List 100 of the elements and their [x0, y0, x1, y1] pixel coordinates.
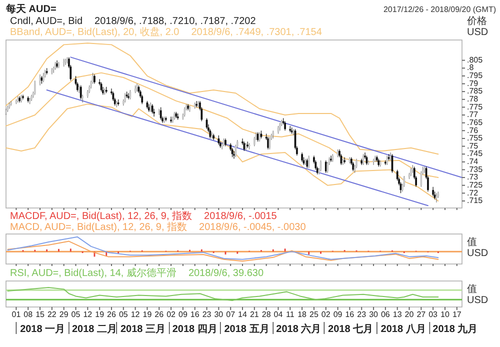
y-axis-title: 价格 USD — [466, 15, 488, 38]
candlestick — [184, 106, 186, 117]
candlestick — [22, 94, 24, 100]
candlestick — [150, 102, 152, 112]
candlestick — [64, 58, 66, 66]
candlestick — [386, 155, 388, 166]
candlestick — [279, 122, 281, 131]
y-tick-label: .735 — [467, 164, 484, 174]
candlestick — [301, 152, 303, 162]
y-tick-label: .78 — [467, 94, 479, 104]
x-tick-label: 12 — [83, 310, 93, 319]
candlestick — [34, 80, 36, 95]
x-tick-label: 03 — [428, 310, 438, 319]
candlestick — [267, 136, 269, 150]
y-tick-label: .785 — [467, 86, 484, 96]
text: 2018 八月 — [380, 323, 426, 335]
candlestick — [128, 92, 130, 100]
x-tick-label: 09 — [333, 310, 343, 319]
x-tick-label: 26 — [154, 310, 164, 319]
x-tick-label: 06 — [380, 310, 390, 319]
text: 2018 七月 — [328, 323, 374, 335]
y-tick-label: .76 — [467, 126, 479, 135]
x-tick-label: 28 — [262, 310, 272, 319]
candlestick — [424, 166, 426, 174]
y-axis-title: 值 USD — [467, 284, 488, 306]
y-tick-label: .805 — [467, 55, 484, 64]
text: Cndl, AUD=, Bid — [10, 16, 83, 27]
y-tick-label: .795 — [467, 71, 484, 80]
candlestick — [284, 120, 286, 131]
x-tick-label: 20 — [404, 310, 414, 319]
candlestick — [42, 72, 44, 82]
x-tick-label: 14 — [238, 310, 248, 319]
text: 2018 四月 — [172, 324, 218, 335]
candlestick — [151, 104, 154, 114]
x-tick-label: 22 — [47, 310, 57, 319]
y-tick-label: .8 — [467, 63, 474, 72]
x-tick-label: 19 — [142, 310, 152, 319]
x-tick-label: 16 — [190, 310, 200, 319]
y-tick-label: .765 — [467, 118, 484, 127]
text: 2018 一月 — [20, 324, 66, 335]
x-tick-label: 13 — [392, 310, 402, 319]
text: 2018/9/6, .7449, .7301, .7154 — [191, 27, 322, 38]
text: 2018/9/6, -.0015 — [204, 211, 278, 222]
x-tick-label: 23 — [357, 310, 367, 319]
y-tick-label: .725 — [467, 180, 484, 190]
x-tick-label: 19 — [95, 310, 105, 319]
candlestick — [170, 116, 172, 124]
x-tick-label: 21 — [250, 310, 260, 319]
y-tick-label: .74 — [467, 157, 479, 166]
x-tick-label: 07 — [226, 310, 236, 319]
text: 2018/9/6, -.0045, -.0030 — [199, 222, 306, 233]
chart-title: 每天 AUD= — [5, 3, 56, 15]
x-tick-label: 01 — [12, 310, 22, 319]
text: 2018 九月 — [432, 323, 478, 335]
y-tick-label: .715 — [467, 196, 484, 206]
text: 2018/9/6, 39.630 — [188, 268, 264, 279]
text: MACD, AUD=, Bid(Last), 12, 26, 9, 指数 — [10, 221, 188, 233]
line-series — [6, 42, 439, 155]
candlestick — [30, 94, 32, 102]
x-tick-label: 18 — [298, 310, 308, 319]
x-tick-label: 05 — [71, 310, 81, 319]
y-tick-label: .745 — [467, 149, 484, 158]
candlestick — [330, 155, 332, 162]
y-axis-title: 值 USD — [467, 237, 488, 259]
x-tick-label: 02 — [321, 310, 331, 319]
text: 2018 六月 — [276, 323, 322, 335]
candlestick — [258, 132, 260, 142]
text: 2018 五月 — [224, 324, 270, 335]
x-tick-label: 30 — [214, 310, 224, 319]
line-series — [6, 104, 439, 202]
text: 2018 二月 — [72, 324, 117, 335]
y-tick-label: .775 — [467, 102, 484, 112]
candlestick — [153, 108, 155, 117]
candlestick — [124, 92, 126, 103]
x-tick-label: 16 — [345, 310, 355, 319]
x-tick-label: 17 — [452, 310, 462, 319]
x-tick-label: 23 — [202, 310, 212, 319]
x-tick-label: 05 — [118, 310, 128, 319]
x-tick-label: 02 — [166, 310, 176, 319]
y-tick-label: .75 — [467, 141, 479, 150]
y-tick-label: .79 — [467, 78, 479, 88]
y-tick-label: .73 — [467, 172, 479, 182]
candlestick — [141, 94, 144, 104]
text: RSI, AUD=, Bid(Last), 14, 威尔德平滑 — [10, 267, 176, 279]
text: 2018/9/6, .7188, .7210, .7187, .7202 — [94, 16, 256, 27]
candlestick — [292, 128, 294, 136]
line-series — [6, 72, 439, 178]
candlestick — [82, 94, 84, 103]
x-tick-label: 12 — [130, 310, 140, 319]
candlestick — [372, 158, 374, 166]
x-tick-label: 25 — [310, 310, 319, 319]
y-tick-label: .755 — [467, 134, 484, 143]
text: BBand, AUD=, Bid(Last), 20, 收盘, 2.0 — [10, 26, 180, 38]
x-tick-label: 29 — [59, 310, 69, 319]
x-tick-label: 10 — [440, 310, 450, 319]
y-tick-label: .72 — [467, 188, 479, 198]
candlestick — [136, 83, 138, 92]
x-tick-label: 04 — [274, 310, 284, 319]
x-tick-label: 26 — [107, 310, 116, 319]
x-tick-label: 08 — [24, 310, 34, 319]
